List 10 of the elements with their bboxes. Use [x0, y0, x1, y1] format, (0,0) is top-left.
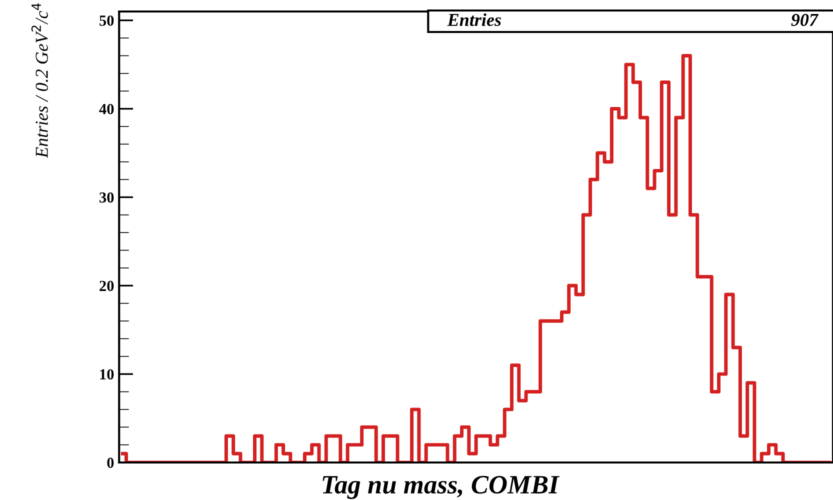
y-tick-label: 0	[107, 458, 114, 468]
y-tick-label: 10	[100, 369, 114, 380]
y-tick-label: 40	[99, 104, 114, 114]
text: Tag nu mass, COMBI	[322, 476, 560, 499]
y-axis-title: Entries / 0.2 GeV$^{2}$/c$^{4}$	[31, 3, 48, 158]
y-tick-label: 50	[100, 15, 114, 26]
annotation: Entries	[447, 13, 501, 26]
y-tick-label: 30	[100, 192, 114, 203]
annotation: 907	[791, 14, 819, 26]
y-tick-label: 20	[100, 280, 114, 292]
